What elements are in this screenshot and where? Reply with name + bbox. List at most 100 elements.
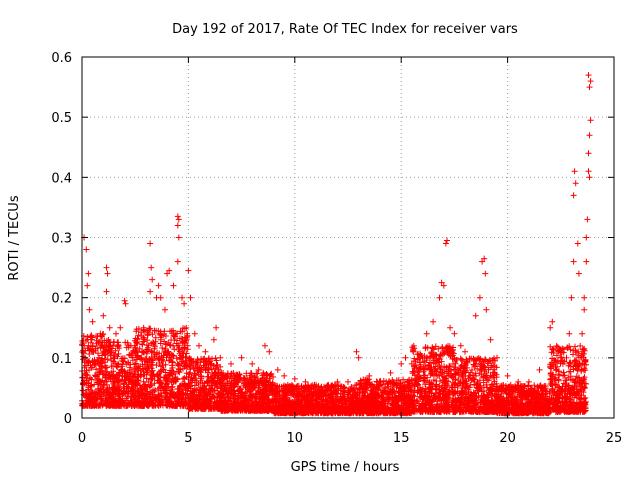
data-point — [125, 375, 132, 382]
data-point — [202, 367, 209, 374]
data-point — [93, 372, 99, 379]
data-point — [167, 357, 174, 363]
data-point — [162, 345, 169, 352]
data-point — [161, 385, 167, 392]
data-point — [168, 391, 175, 398]
data-point — [228, 387, 235, 394]
data-point — [261, 394, 268, 400]
data-point — [155, 373, 162, 380]
data-point — [249, 407, 256, 414]
data-point — [142, 395, 149, 401]
data-point — [220, 400, 227, 407]
data-point — [128, 394, 134, 401]
data-point — [135, 388, 141, 395]
data-point — [84, 334, 91, 340]
data-point — [183, 324, 190, 331]
data-point — [108, 357, 115, 364]
data-point — [94, 345, 101, 352]
data-point — [245, 378, 252, 385]
data-point — [105, 390, 112, 397]
data-point — [141, 402, 148, 409]
data-point — [145, 344, 151, 351]
data-point — [147, 375, 154, 382]
data-point — [255, 407, 261, 414]
data-point — [97, 339, 104, 345]
data-point — [223, 388, 229, 395]
chart-title: Day 192 of 2017, Rate Of TEC Index for r… — [172, 22, 518, 37]
data-point — [165, 372, 172, 379]
data-point — [161, 328, 168, 335]
data-point — [95, 350, 101, 357]
data-point — [105, 337, 112, 343]
data-point — [113, 402, 120, 409]
data-point — [157, 399, 164, 406]
data-point — [102, 351, 108, 357]
data-point — [226, 378, 233, 385]
data-point — [93, 395, 100, 402]
data-point — [148, 372, 155, 379]
data-point — [164, 380, 171, 387]
data-point — [186, 405, 193, 412]
data-point — [118, 367, 125, 374]
data-point — [213, 400, 220, 407]
data-point — [89, 343, 96, 350]
data-point — [203, 385, 210, 392]
data-point — [171, 337, 178, 344]
data-point — [228, 407, 235, 414]
data-point — [98, 363, 105, 370]
data-point — [210, 378, 217, 385]
data-point — [218, 376, 225, 383]
data-point — [234, 375, 241, 382]
data-point — [102, 372, 109, 379]
data-point — [136, 382, 143, 389]
data-point — [168, 378, 175, 385]
data-point — [198, 373, 205, 380]
data-points — [79, 72, 594, 417]
data-point — [161, 338, 168, 345]
data-point — [180, 402, 187, 409]
data-point — [135, 388, 142, 395]
data-point — [135, 332, 142, 339]
data-point — [160, 366, 167, 373]
data-point — [110, 379, 117, 386]
data-point — [166, 351, 173, 358]
data-point — [103, 364, 110, 371]
data-point — [140, 336, 147, 343]
data-point — [116, 399, 123, 406]
data-point — [207, 404, 214, 410]
data-point — [188, 374, 195, 381]
data-point — [139, 395, 145, 402]
data-point — [154, 401, 161, 408]
data-point — [194, 399, 201, 406]
data-point — [107, 342, 114, 349]
data-point — [94, 358, 101, 365]
data-point — [114, 339, 121, 346]
data-point — [129, 386, 136, 392]
data-point — [187, 393, 193, 400]
data-point — [150, 356, 156, 363]
data-point — [192, 372, 199, 379]
data-point — [79, 374, 86, 381]
data-point — [261, 381, 267, 388]
data-point — [211, 382, 218, 389]
data-point — [170, 330, 177, 337]
data-point — [184, 333, 191, 339]
data-point — [119, 391, 126, 398]
data-point — [227, 382, 234, 389]
data-point — [224, 371, 231, 378]
data-point — [114, 388, 121, 395]
data-point — [133, 339, 140, 346]
data-point — [132, 360, 139, 367]
data-point — [146, 325, 153, 332]
data-point — [102, 378, 109, 385]
data-point — [251, 384, 258, 391]
data-point — [180, 391, 187, 398]
data-point — [205, 389, 212, 396]
data-point — [138, 386, 145, 393]
data-point — [106, 391, 113, 398]
data-point — [123, 402, 130, 409]
data-point — [113, 363, 120, 370]
data-point — [253, 398, 260, 405]
data-point — [148, 348, 155, 355]
data-point — [197, 369, 204, 376]
